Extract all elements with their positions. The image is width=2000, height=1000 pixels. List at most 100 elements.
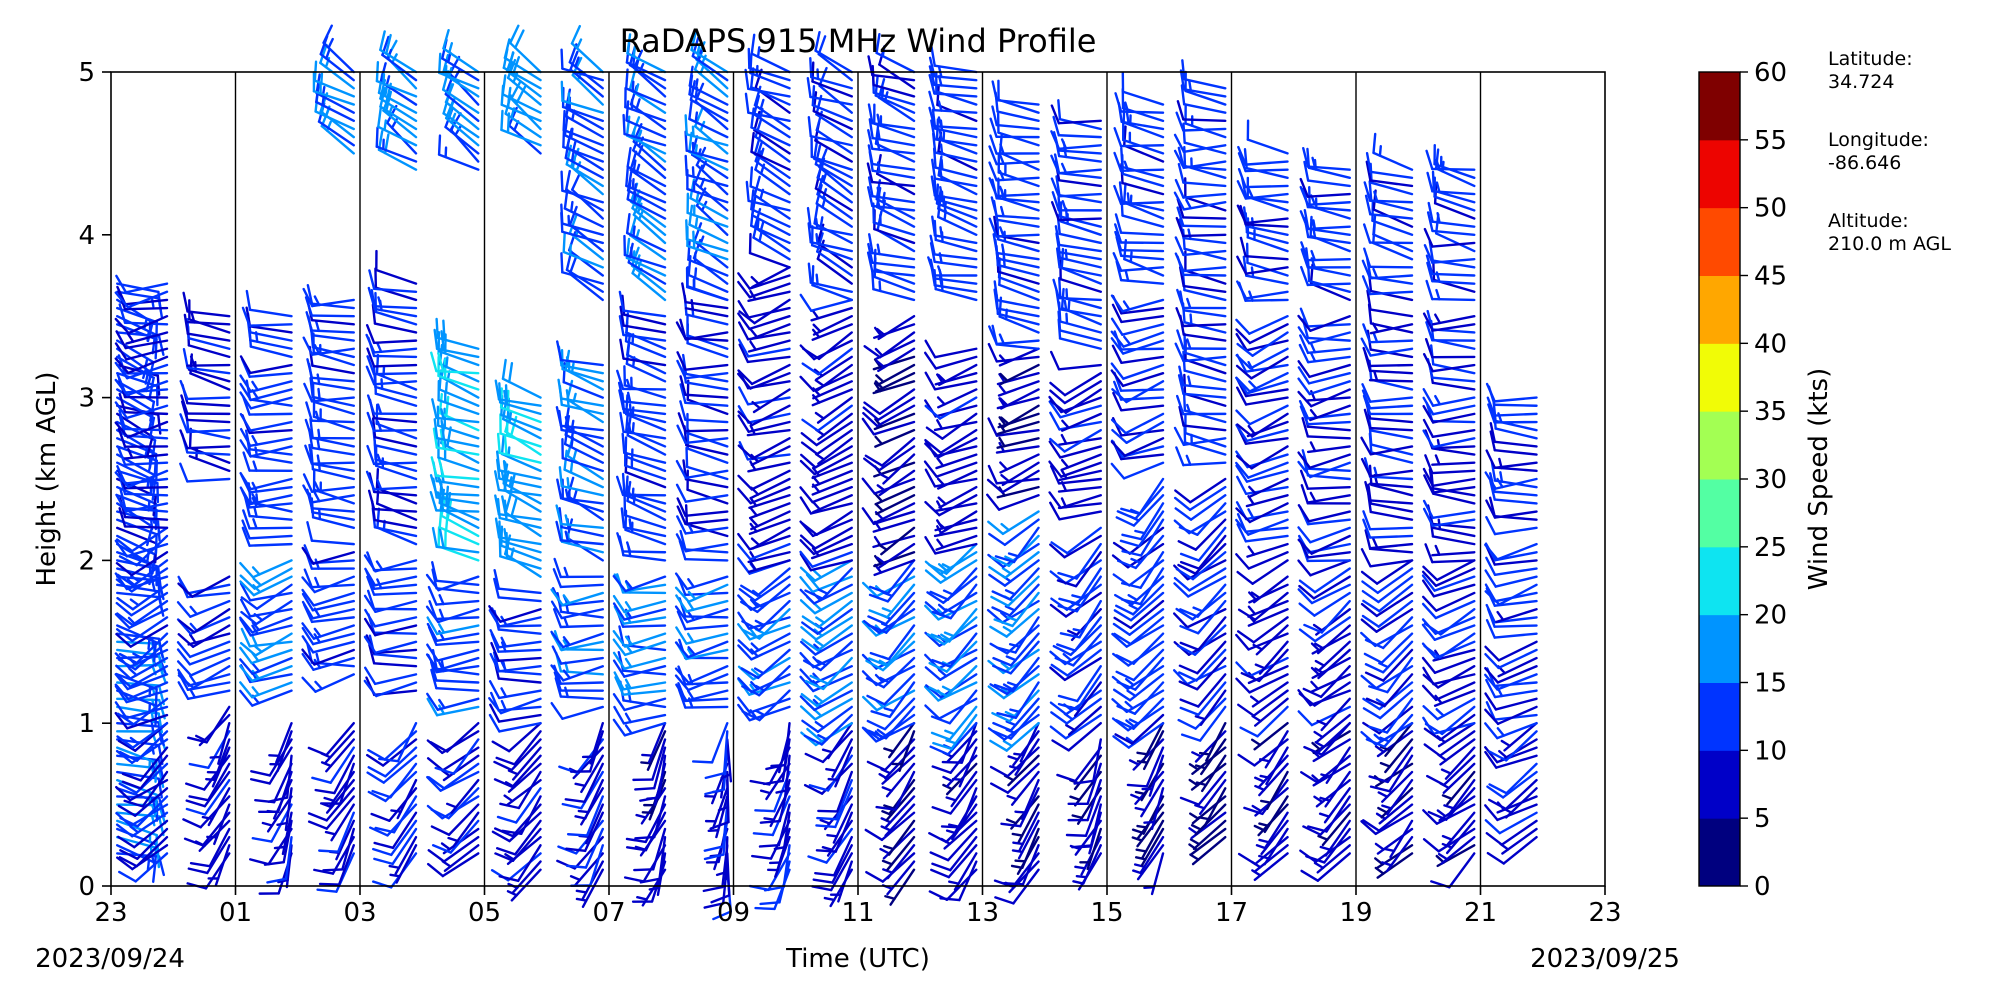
wind-barb <box>1363 247 1414 269</box>
wind-barb <box>1250 722 1289 751</box>
wind-barb <box>1113 591 1165 622</box>
wind-barb <box>491 722 542 753</box>
wind-barb <box>1379 738 1414 774</box>
wind-barb <box>801 404 853 432</box>
wind-barb <box>182 291 231 318</box>
wind-barb <box>1245 242 1289 277</box>
wind-barb <box>1120 567 1165 606</box>
latitude-value: 34.724 <box>1828 71 1895 93</box>
wind-barb <box>365 323 418 345</box>
wind-barb <box>737 469 791 491</box>
wind-barb <box>1110 362 1165 380</box>
wind-barb <box>552 608 604 629</box>
wind-barb <box>945 770 978 808</box>
wind-barb <box>625 212 667 253</box>
wind-barb <box>494 827 542 862</box>
wind-barb <box>560 203 604 237</box>
wind-barb <box>881 835 916 871</box>
wind-barb <box>1051 722 1102 752</box>
wind-barb <box>986 493 1040 511</box>
colorbar-segment <box>1699 275 1740 344</box>
wind-barb <box>826 803 853 844</box>
wind-barb <box>445 778 480 814</box>
wind-barb <box>1143 852 1165 896</box>
wind-barb <box>307 795 355 830</box>
wind-barb <box>114 315 169 335</box>
wind-barb <box>1297 526 1351 544</box>
colorbar-segment <box>1699 72 1740 141</box>
colorbar-tick-label: 20 <box>1754 601 1787 631</box>
wind-barb <box>1495 608 1538 624</box>
wind-barb <box>1320 746 1351 784</box>
wind-barb <box>176 656 231 677</box>
wind-barb <box>1426 171 1476 196</box>
wind-barb <box>1112 252 1165 272</box>
wind-barb <box>1360 337 1414 357</box>
wind-barb <box>313 60 355 98</box>
wind-barb <box>118 835 169 868</box>
wind-barb <box>1431 544 1476 557</box>
wind-barb <box>997 380 1040 397</box>
wind-barb <box>995 616 1040 654</box>
wind-barb <box>812 315 853 336</box>
wind-barb <box>800 445 853 469</box>
wind-barb <box>1198 722 1227 762</box>
wind-barb <box>1113 616 1165 646</box>
wind-barb <box>240 583 293 610</box>
wind-barb <box>690 30 729 74</box>
wind-barb <box>363 679 418 698</box>
wind-barb <box>1180 84 1227 114</box>
wind-barb <box>1049 501 1102 521</box>
wind-barb <box>873 551 916 568</box>
wind-barb <box>936 84 978 123</box>
wind-barb <box>562 231 604 269</box>
wind-barb <box>689 80 729 123</box>
wind-barb <box>676 351 729 371</box>
wind-barb <box>1111 344 1165 364</box>
wind-barb <box>924 697 978 720</box>
wind-barb <box>1065 705 1102 736</box>
wind-barb <box>240 627 293 648</box>
wind-barb <box>825 738 853 779</box>
wind-barb <box>1178 502 1227 536</box>
wind-barb <box>1128 738 1165 771</box>
wind-barb <box>813 203 853 245</box>
wind-barb <box>1239 236 1289 261</box>
wind-barb <box>992 640 1040 675</box>
wind-barb <box>186 355 231 367</box>
wind-barb <box>924 396 978 420</box>
wind-barb <box>1048 460 1102 478</box>
wind-barb <box>364 567 418 587</box>
wind-barb <box>618 389 667 416</box>
wind-barb <box>1297 377 1351 396</box>
wind-barb <box>560 80 604 114</box>
wind-barb <box>807 222 853 253</box>
y-axis: 0 1 2 3 4 5 <box>78 58 111 902</box>
wind-barb <box>1071 803 1102 849</box>
wind-barb <box>737 485 791 505</box>
wind-barb <box>1110 294 1165 313</box>
wind-barb <box>1300 754 1351 784</box>
wind-barb <box>868 118 916 147</box>
wind-barb <box>1051 191 1102 212</box>
wind-barb <box>1437 835 1476 865</box>
wind-barb <box>1364 648 1414 682</box>
wind-barb <box>1049 388 1102 414</box>
wind-barb <box>499 770 542 810</box>
longitude-value: -86.646 <box>1828 152 1902 174</box>
wind-barb <box>1362 689 1414 720</box>
wind-barb <box>1365 160 1414 188</box>
wind-barb <box>704 730 729 780</box>
wind-barb <box>685 219 729 253</box>
wind-barb <box>1431 313 1476 326</box>
wind-barb <box>1179 673 1227 708</box>
wind-barb <box>1236 412 1289 438</box>
wind-barb <box>1297 460 1351 479</box>
wind-barb <box>1237 738 1289 767</box>
wind-barb <box>488 605 542 623</box>
wind-barb <box>928 542 978 575</box>
wind-barb <box>239 439 293 458</box>
wind-barb <box>931 835 978 872</box>
wind-barb <box>1423 730 1476 757</box>
wind-barb <box>1178 218 1227 245</box>
